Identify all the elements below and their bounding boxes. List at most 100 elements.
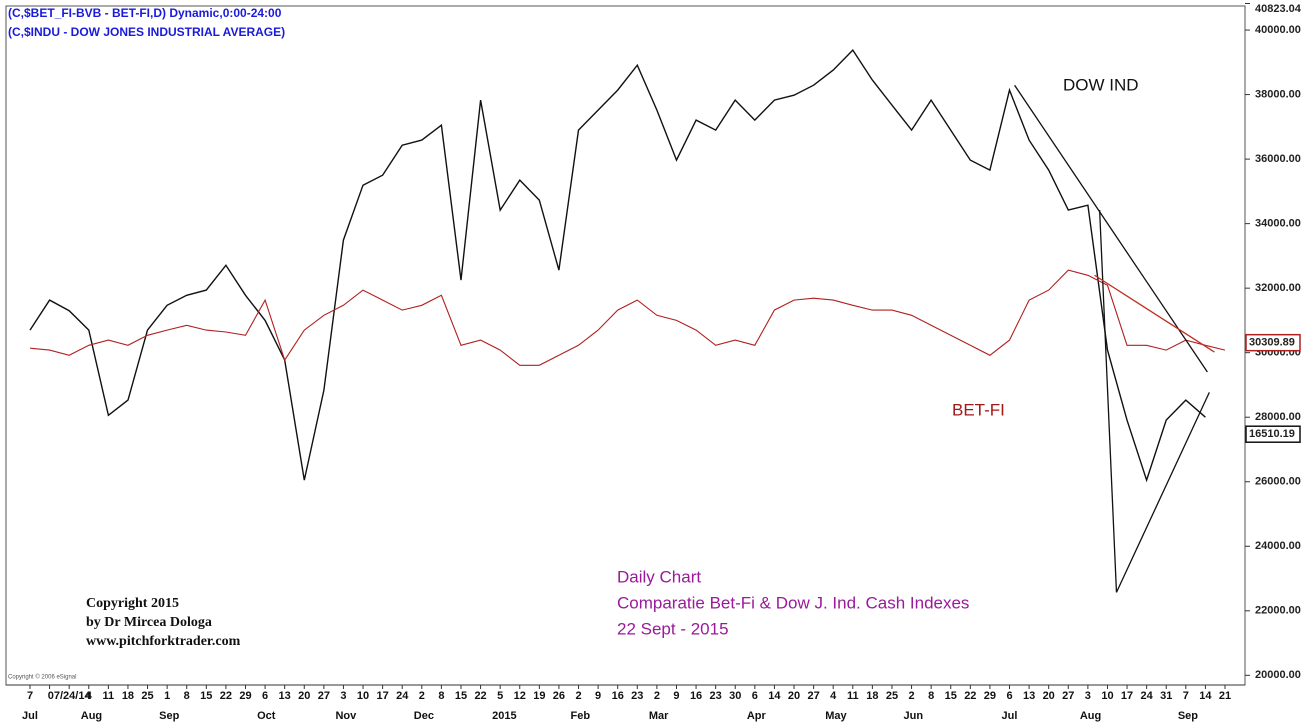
copyright: www.pitchforktrader.com [86, 634, 241, 649]
month-label: Feb [571, 710, 591, 722]
x-tick-label: 2 [654, 690, 660, 702]
month-label: Sep [1178, 710, 1198, 722]
x-tick-label: 24 [396, 690, 409, 702]
x-tick-label: 15 [945, 690, 957, 702]
y-tick-label: 22000.00 [1255, 605, 1301, 617]
x-tick-label: 3 [340, 690, 346, 702]
x-tick-label: 15 [455, 690, 467, 702]
month-label: Nov [335, 710, 357, 722]
trendline [1098, 210, 1118, 593]
x-tick-label: 14 [1199, 690, 1212, 702]
annotation: 22 Sept - 2015 [617, 619, 729, 638]
x-tick-label: 9 [595, 690, 601, 702]
x-tick-label: 4 [86, 690, 93, 702]
x-tick-label: 16 [690, 690, 702, 702]
x-tick-label: 22 [474, 690, 486, 702]
annotation: Comparatie Bet-Fi & Dow J. Ind. Cash Ind… [617, 593, 969, 612]
x-tick-label: 7 [27, 690, 33, 702]
x-tick-label: 29 [984, 690, 996, 702]
x-tick-label: 8 [928, 690, 934, 702]
x-tick-label: 3 [1085, 690, 1091, 702]
month-label: Aug [81, 710, 102, 722]
x-tick-label: 8 [184, 690, 190, 702]
y-tick-label: 20000.00 [1255, 669, 1301, 681]
x-tick-label: 6 [1006, 690, 1012, 702]
price-label: 16510.19 [1249, 428, 1295, 440]
annotation: DOW IND [1063, 75, 1139, 94]
y-tick-label: 36000.00 [1255, 153, 1301, 165]
x-tick-label: 11 [103, 690, 115, 702]
x-tick-label: 7 [1183, 690, 1189, 702]
y-tick-label: 32000.00 [1255, 282, 1301, 294]
y-tick-label: 28000.00 [1255, 411, 1301, 423]
x-tick-label: 22 [964, 690, 976, 702]
x-tick-label: 07/24/14 [48, 690, 92, 702]
x-tick-label: 27 [318, 690, 330, 702]
month-label: Jul [22, 710, 38, 722]
x-tick-label: 31 [1160, 690, 1172, 702]
x-tick-label: 21 [1219, 690, 1231, 702]
header-line: (C,$BET_FI-BVB - BET-FI,D) Dynamic,0:00-… [8, 6, 282, 20]
month-label: Mar [649, 710, 669, 722]
header-line: (C,$INDU - DOW JONES INDUSTRIAL AVERAGE) [8, 25, 285, 39]
price-label: 30309.89 [1249, 337, 1295, 349]
x-tick-label: 15 [200, 690, 212, 702]
month-label: Jun [904, 710, 924, 722]
x-tick-label: 8 [438, 690, 444, 702]
x-tick-label: 10 [357, 690, 369, 702]
x-tick-label: 2 [419, 690, 425, 702]
trendline [1115, 392, 1210, 593]
x-tick-label: 20 [298, 690, 310, 702]
y-tick-label: 24000.00 [1255, 540, 1301, 552]
month-label: Aug [1080, 710, 1101, 722]
x-tick-label: 2 [575, 690, 581, 702]
month-label: Apr [747, 710, 767, 722]
x-tick-label: 26 [553, 690, 565, 702]
x-tick-label: 10 [1101, 690, 1113, 702]
x-tick-label: 6 [262, 690, 268, 702]
x-tick-label: 5 [497, 690, 503, 702]
y-tick-label: 34000.00 [1255, 218, 1301, 230]
x-tick-label: 18 [866, 690, 878, 702]
x-tick-label: 25 [886, 690, 898, 702]
annotation: Daily Chart [617, 567, 701, 586]
y-tick-label: 26000.00 [1255, 476, 1301, 488]
price-box [1245, 333, 1301, 352]
annotation: BET-FI [952, 400, 1005, 419]
x-tick-label: 9 [673, 690, 679, 702]
month-label: Sep [159, 710, 179, 722]
series-line [29, 269, 1226, 366]
x-tick-label: 30 [729, 690, 741, 702]
x-tick-label: 24 [1141, 690, 1154, 702]
x-tick-label: 27 [1062, 690, 1074, 702]
x-tick-label: 13 [279, 690, 291, 702]
x-tick-label: 4 [830, 690, 837, 702]
x-tick-label: 19 [533, 690, 545, 702]
x-tick-label: 20 [1043, 690, 1055, 702]
y-tick-label: 40823.04 [1255, 3, 1302, 15]
x-tick-label: 27 [807, 690, 819, 702]
x-tick-label: 23 [710, 690, 722, 702]
x-tick-label: 29 [239, 690, 251, 702]
x-tick-label: 13 [1023, 690, 1035, 702]
x-tick-label: 25 [141, 690, 153, 702]
x-tick-label: 23 [631, 690, 643, 702]
copyright: Copyright 2015 [86, 596, 179, 611]
price-box [1245, 425, 1301, 443]
y-tick-label: 40000.00 [1255, 24, 1301, 36]
x-tick-label: 12 [514, 690, 526, 702]
y-tick-label: 38000.00 [1255, 88, 1301, 100]
x-tick-label: 17 [376, 690, 388, 702]
x-tick-label: 18 [122, 690, 134, 702]
copyright: by Dr Mircea Dologa [86, 615, 212, 630]
x-tick-label: 1 [164, 690, 170, 702]
plot-frame [5, 5, 1246, 686]
x-tick-label: 16 [612, 690, 624, 702]
x-tick-label: 17 [1121, 690, 1133, 702]
vendor-note: Copyright © 2006 eSignal [8, 674, 76, 681]
x-tick-label: 14 [768, 690, 781, 702]
month-label: 2015 [492, 710, 516, 722]
x-tick-label: 2 [908, 690, 914, 702]
month-label: May [825, 710, 847, 722]
